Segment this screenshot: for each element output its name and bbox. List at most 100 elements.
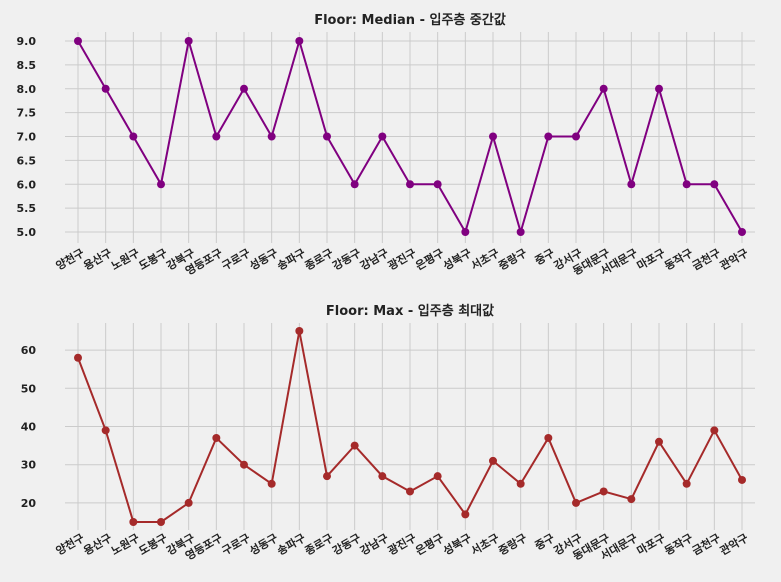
y-tick-label: 7.5 [17,107,37,120]
data-point [627,495,636,504]
x-tick-label: 노원구 [109,245,142,272]
data-point [710,426,719,435]
data-point [212,132,221,141]
x-tick-label: 종로구 [303,531,336,557]
x-tick-label: 구로구 [220,246,253,272]
x-tick-label: 송파구 [275,245,308,272]
x-tick-label: 마포구 [634,245,667,272]
data-point [572,132,580,141]
x-tick-label: 용산구 [81,245,114,272]
x-tick-label: 도봉구 [137,531,170,557]
x-tick-label: 관악구 [717,530,750,557]
chart-title: Floor: Median - 입주층 중간값 [314,12,506,28]
y-tick-label: 30 [21,459,37,472]
x-tick-label: 마포구 [634,530,667,557]
x-tick-label: 중랑구 [496,246,529,272]
data-point [240,460,248,469]
data-point [627,180,636,189]
y-tick-label: 8.0 [17,83,37,96]
x-tick-label: 관악구 [717,245,750,272]
x-tick-label: 구로구 [220,531,253,557]
x-tick-label: 중랑구 [496,531,529,557]
data-point [129,518,138,526]
data-point [74,353,82,362]
data-point [406,487,414,496]
data-point [516,228,525,236]
x-tick-label: 성북구 [441,245,474,272]
data-point [350,441,359,450]
data-point [74,37,82,45]
data-point [101,426,110,435]
x-tick-label: 동작구 [662,245,695,272]
x-tick-label: 금천구 [690,530,723,557]
x-tick-label: 금천구 [690,245,723,272]
x-tick-label: 강남구 [358,245,391,272]
data-point [544,433,553,442]
data-point [323,132,331,141]
x-tick-label: 강동구 [330,530,363,557]
y-tick-label: 50 [21,382,37,395]
x-tick-label: 은평구 [413,245,446,272]
y-tick-label: 7.0 [17,131,37,144]
x-tick-label: 광진구 [385,245,418,272]
data-point [489,132,497,141]
data-point [599,487,608,496]
data-point [461,228,470,236]
data-point [738,475,746,484]
x-tick-label: 노원구 [109,530,142,557]
data-point [350,180,359,189]
data-point [489,456,497,465]
y-tick-label: 8.5 [17,59,37,72]
data-point [682,180,691,189]
data-point [433,472,442,481]
x-tick-label: 강남구 [358,530,391,557]
data-point [655,84,663,93]
data-point [101,84,110,93]
data-point [655,437,663,446]
x-tick-label: 용산구 [81,530,114,557]
data-point [184,498,193,507]
y-tick-label: 5.0 [17,226,37,239]
data-point [157,180,165,189]
y-tick-label: 9.0 [17,35,37,48]
x-tick-label: 강동구 [330,245,363,272]
x-tick-label: 성동구 [247,530,280,557]
data-point [544,132,553,141]
x-tick-label: 도봉구 [137,246,170,272]
data-point [738,228,746,236]
data-point [406,180,414,189]
data-point [710,180,719,189]
data-point [157,518,165,526]
x-tick-label: 은평구 [413,530,446,557]
data-point [129,132,138,141]
y-tick-label: 6.5 [17,154,37,167]
data-point [267,479,276,488]
chart-2: Floor: Max - 입주층 최대값 60 50 40 30 20 양천구용산구노원구도… [21,303,755,563]
y-tick-label: 20 [21,497,37,510]
x-tick-label: 송파구 [275,530,308,557]
y-tick-label: 6.0 [17,178,37,191]
x-tick-label: 성동구 [247,245,280,272]
data-point [572,498,580,507]
data-point [267,132,276,141]
y-tick-label: 60 [21,344,37,357]
x-tick-label: 동작구 [662,530,695,557]
x-tick-label: 양천구 [53,245,86,272]
x-tick-label: 광진구 [385,530,418,557]
chart-1: Floor: Median - 입주층 중간값 9.0 8.5 8.0 7.5 7.0 6.… [17,12,755,278]
data-point [323,472,331,481]
x-tick-label: 성북구 [441,530,474,557]
data-point [212,433,221,442]
data-point [461,510,470,519]
x-tick-label: 양천구 [53,530,86,557]
y-tick-label: 40 [21,421,37,434]
data-point [184,37,193,45]
y-tick-label: 5.5 [17,202,37,215]
data-point [378,472,387,481]
data-point [682,479,691,488]
data-point [240,84,248,93]
data-point [433,180,442,189]
x-tick-label: 종로구 [303,246,336,272]
x-tick-label: 서초구 [468,245,501,272]
